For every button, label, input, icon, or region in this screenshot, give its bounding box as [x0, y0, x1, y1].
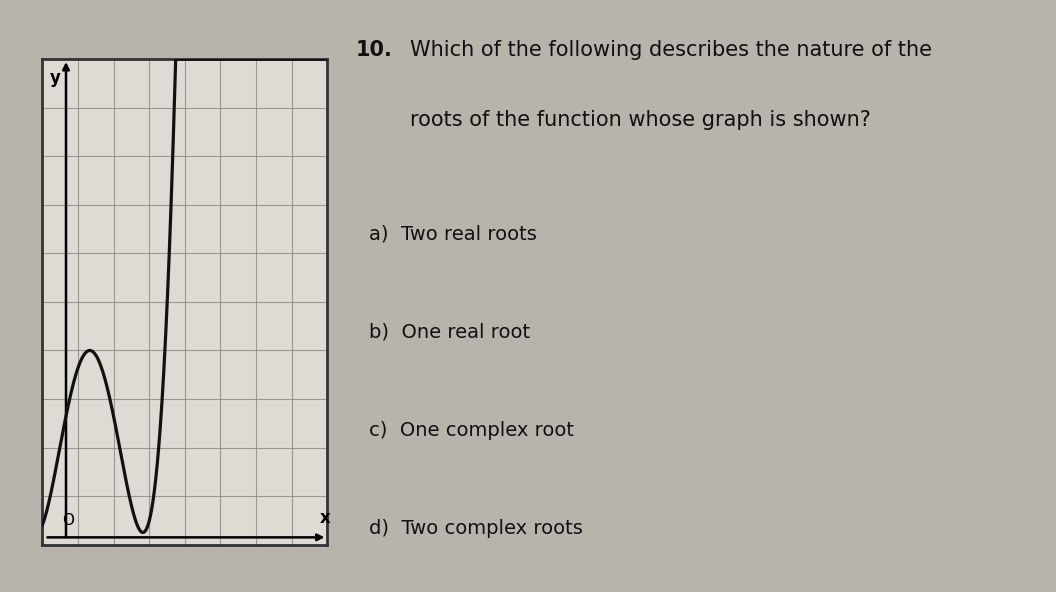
Text: d)  Two complex roots: d) Two complex roots — [370, 519, 583, 538]
Text: O: O — [62, 513, 74, 528]
Text: c)  One complex root: c) One complex root — [370, 421, 574, 440]
Text: x: x — [320, 509, 331, 527]
Text: Which of the following describes the nature of the: Which of the following describes the nat… — [410, 40, 932, 60]
Text: 10.: 10. — [355, 40, 392, 60]
Text: roots of the function whose graph is shown?: roots of the function whose graph is sho… — [410, 110, 871, 130]
Text: a)  Two real roots: a) Two real roots — [370, 225, 536, 244]
Text: y: y — [50, 69, 60, 88]
Text: b)  One real root: b) One real root — [370, 323, 530, 342]
